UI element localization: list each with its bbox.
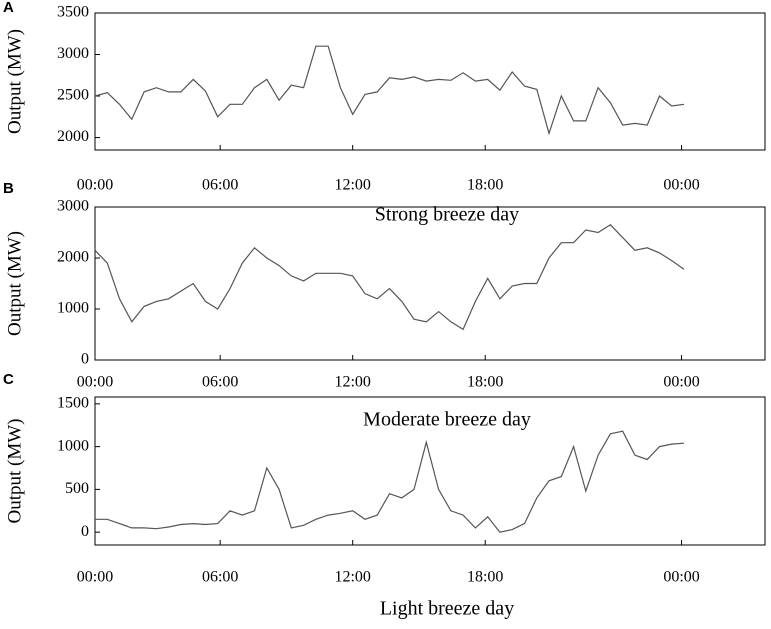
- y-axis-label: Output (MW): [4, 29, 25, 134]
- y-tick-label: 2500: [57, 87, 89, 104]
- y-tick-label: 1000: [57, 437, 89, 454]
- x-tick-label: 12:00: [334, 177, 370, 194]
- y-tick-label: 3000: [57, 198, 89, 215]
- x-tick-label: 00:00: [77, 374, 113, 391]
- data-line: [94, 45, 685, 136]
- x-axis-label: Light breeze day: [380, 598, 514, 620]
- x-tick-label: 06:00: [202, 177, 238, 194]
- x-tick-label: 00:00: [77, 177, 113, 194]
- x-tick-label: 00:00: [663, 177, 699, 194]
- x-tick-label: 18:00: [467, 177, 503, 194]
- x-tick-label: 18:00: [467, 374, 503, 391]
- y-tick-label: 2000: [57, 249, 89, 266]
- x-tick-label: 12:00: [334, 374, 370, 391]
- plot-frame: [94, 396, 766, 546]
- x-tick-label: 06:00: [202, 569, 238, 586]
- y-axis-label: Output (MW): [4, 418, 25, 523]
- y-tick-label: 3000: [57, 45, 89, 62]
- panel-label: B: [3, 180, 14, 197]
- x-tick-label: 06:00: [202, 374, 238, 391]
- x-tick-label: 00:00: [77, 569, 113, 586]
- data-line: [94, 224, 685, 331]
- data-line: [95, 430, 685, 533]
- panel-label: A: [3, 0, 14, 16]
- x-axis-label: Strong breeze day: [375, 204, 519, 226]
- plot-frame: [94, 206, 766, 361]
- x-axis-label: Moderate breeze day: [363, 409, 531, 431]
- x-tick-label: 12:00: [334, 569, 370, 586]
- y-tick-label: 3500: [57, 4, 89, 21]
- y-tick-label: 1000: [57, 300, 89, 317]
- x-tick-label: 18:00: [467, 569, 503, 586]
- x-tick-label: 00:00: [663, 569, 699, 586]
- y-tick-label: 0: [81, 523, 89, 540]
- panel-label: C: [3, 371, 14, 388]
- y-axis-label: Output (MW): [4, 231, 25, 336]
- y-tick-label: 0: [81, 351, 89, 368]
- x-tick-label: 00:00: [663, 374, 699, 391]
- y-tick-label: 1500: [57, 395, 89, 412]
- y-tick-label: 2000: [57, 128, 89, 145]
- plot-frame: [94, 12, 766, 151]
- y-tick-label: 500: [65, 480, 89, 497]
